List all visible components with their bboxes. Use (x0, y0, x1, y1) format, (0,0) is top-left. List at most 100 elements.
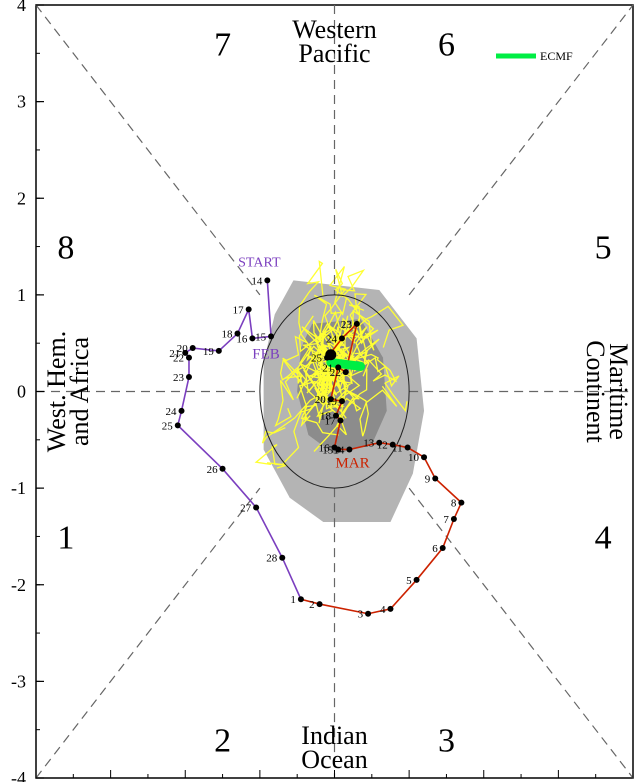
day-label: 18 (221, 329, 233, 341)
day-label: 18 (320, 411, 332, 423)
day-label: 23 (341, 319, 353, 331)
y-tick-label: -4 (11, 768, 26, 782)
day-label: 13 (363, 438, 375, 450)
y-tick-label: 3 (17, 92, 26, 112)
day-label: 17 (233, 304, 245, 316)
phase-8-label: 8 (57, 230, 74, 267)
day-point (234, 330, 241, 337)
day-label: 10 (408, 452, 420, 464)
day-label: 27 (240, 502, 252, 514)
day-point (174, 422, 181, 429)
day-label: 2 (309, 599, 315, 611)
region-left-line1: West. Hem. (42, 331, 71, 452)
day-point (327, 396, 334, 403)
day-label: 9 (425, 473, 431, 485)
day-label: 25 (162, 420, 174, 432)
ensemble-member-track (343, 371, 398, 437)
y-tick-label: -2 (11, 575, 26, 595)
day-point (458, 499, 465, 506)
phase-7-label: 7 (214, 27, 231, 64)
y-tick-label: -3 (11, 671, 26, 691)
day-point (332, 412, 339, 419)
day-point (264, 277, 271, 284)
phase-6-label: 6 (438, 27, 455, 64)
day-label: 16 (319, 443, 331, 455)
day-point (185, 354, 192, 361)
day-label: 6 (432, 543, 438, 555)
day-point (268, 333, 275, 340)
diagonal-divider (35, 4, 261, 296)
day-label: 21 (322, 362, 333, 374)
day-point (421, 454, 428, 461)
legend: ECMF (496, 49, 573, 63)
day-point (219, 465, 226, 472)
day-point (338, 335, 345, 342)
region-right-line2: Continent (581, 340, 610, 443)
region-top-line1: Western (292, 15, 377, 44)
feb-track (176, 280, 302, 600)
day-label: 7 (443, 514, 449, 526)
diagonal-divider (408, 4, 634, 296)
ensemble-member-track (316, 266, 348, 381)
ensemble-member-track (298, 315, 341, 379)
day-point (337, 417, 344, 424)
day-point (215, 347, 222, 354)
day-point (365, 610, 372, 617)
day-point (316, 601, 323, 608)
mar-annotation: MAR (335, 456, 369, 472)
day-point (185, 374, 192, 381)
day-label: 24 (326, 333, 338, 345)
day-label: 21 (169, 348, 180, 360)
day-label: 25 (311, 353, 323, 365)
day-label: 20 (177, 343, 189, 355)
day-label: 1 (290, 594, 296, 606)
phase-2-label: 2 (214, 722, 231, 759)
day-point (297, 596, 304, 603)
day-point (245, 306, 252, 313)
day-point (389, 441, 396, 448)
ensemble-member-track (254, 375, 335, 469)
day-point (404, 444, 411, 451)
day-label: 26 (207, 464, 219, 476)
y-tick-label: -1 (11, 478, 26, 498)
day-point (189, 345, 196, 352)
day-label: 15 (255, 331, 267, 343)
ensemble-member-track (334, 268, 375, 367)
day-label: 14 (251, 275, 263, 287)
day-point (249, 335, 256, 342)
day-label: 17 (324, 415, 336, 427)
day-point (376, 439, 383, 446)
day-point (346, 446, 353, 453)
region-bottom-line1: Indian (301, 721, 367, 750)
ensemble-member-track (299, 345, 330, 428)
day-label: 16 (236, 333, 248, 345)
day-label: 24 (166, 406, 178, 418)
diagonal-divider (35, 487, 261, 779)
day-point (253, 504, 260, 511)
phase-4-label: 4 (595, 519, 612, 556)
ensemble-member-track (298, 260, 336, 381)
day-point (387, 605, 394, 612)
day-point (450, 516, 457, 523)
day-point (331, 444, 338, 451)
region-bottom-line2: Ocean (301, 745, 367, 774)
current-point (325, 349, 337, 361)
day-label: 15 (322, 444, 334, 456)
day-label: 19 (203, 346, 215, 358)
day-point (342, 369, 349, 376)
y-tick-label: 4 (17, 0, 26, 15)
legend-label: ECMF (540, 49, 573, 63)
day-label: 11 (392, 443, 403, 455)
day-label: 28 (266, 553, 278, 565)
day-point (335, 364, 342, 371)
day-label: 23 (173, 372, 185, 384)
feb-annotation: FEB (252, 346, 280, 362)
day-label: 22 (330, 367, 341, 379)
y-tick-label: 1 (17, 285, 26, 305)
day-label: 3 (358, 609, 364, 621)
day-point (182, 349, 189, 356)
region-right-line1: Maritime (604, 343, 633, 440)
